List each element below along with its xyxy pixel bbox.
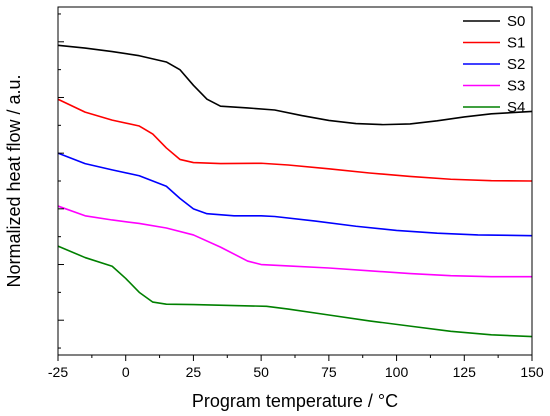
x-tick-label: 100: [385, 364, 409, 380]
series-line-s0: [57, 44, 533, 126]
legend-label-s2: S2: [507, 56, 525, 73]
series-lines: [57, 44, 533, 338]
series-line-s3: [57, 205, 532, 278]
x-tick-label: 50: [253, 364, 269, 380]
series-line-s1: [57, 98, 533, 182]
legend-label-s1: S1: [507, 35, 525, 52]
x-tick-label: -25: [48, 364, 68, 380]
x-tick-labels: -25 0 25 50 75 100 125 150: [48, 364, 544, 380]
x-tick-label: 25: [186, 364, 202, 380]
x-tick-label: 75: [321, 364, 337, 380]
x-tick-label: 0: [122, 364, 130, 380]
x-tick-label: 125: [453, 364, 477, 380]
series-line-s4: [57, 245, 533, 338]
legend-label-s4: S4: [507, 99, 525, 116]
y-axis-title: Normalized heat flow / a.u.: [4, 74, 24, 287]
x-axis-title: Program temperature / °C: [192, 391, 398, 411]
legend-label-s3: S3: [507, 78, 525, 95]
plot-frame: [57, 6, 533, 356]
x-tick-label: 150: [520, 364, 544, 380]
legend: S0 S1 S2 S3 S4: [463, 13, 525, 116]
series-line-s2: [57, 152, 533, 237]
legend-label-s0: S0: [507, 13, 525, 30]
axis-ticks: [57, 13, 533, 361]
